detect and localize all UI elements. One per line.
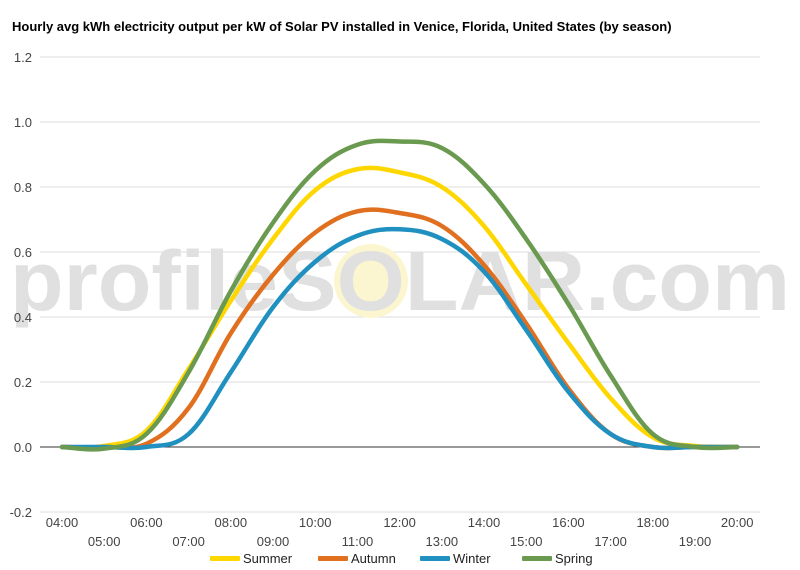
x-tick-label: 09:00	[257, 534, 290, 549]
x-tick-label: 15:00	[510, 534, 543, 549]
x-tick-label: 19:00	[679, 534, 712, 549]
x-tick-label: 20:00	[721, 515, 754, 530]
x-tick-label: 07:00	[172, 534, 205, 549]
series-line-winter	[59, 226, 740, 451]
legend-label-autumn: Autumn	[351, 551, 396, 566]
legend-label-winter: Winter	[453, 551, 491, 566]
legend-swatch-autumn	[318, 556, 348, 561]
x-tick-label: 14:00	[468, 515, 501, 530]
legend: Summer Autumn Winter Spring	[210, 551, 593, 566]
legend-swatch-spring	[522, 556, 552, 561]
legend-swatch-winter	[420, 556, 450, 561]
x-tick-label: 06:00	[130, 515, 163, 530]
x-tick-label: 18:00	[637, 515, 670, 530]
y-tick-label: 0.6	[14, 245, 32, 260]
legend-swatch-summer	[210, 556, 240, 561]
y-tick-label: 0.2	[14, 375, 32, 390]
y-tick-label: 1.2	[14, 50, 32, 65]
watermark: profileSOLAR.com	[10, 234, 790, 328]
legend-label-summer: Summer	[243, 551, 293, 566]
watermark-sun-icon	[334, 244, 408, 318]
watermark-text: profileSOLAR.com	[10, 234, 790, 328]
x-tick-label: 16:00	[552, 515, 585, 530]
y-axis-ticks: -0.2 0.0 0.2 0.4 0.6 0.8 1.0 1.2	[10, 50, 32, 520]
x-tick-label: 12:00	[383, 515, 416, 530]
x-tick-label: 08:00	[215, 515, 248, 530]
x-tick-label: 11:00	[342, 534, 374, 549]
x-tick-label: 05:00	[88, 534, 121, 549]
series-line-spring	[59, 138, 740, 452]
x-axis-ticks: 04:00 05:00 06:00 07:00 08:00 09:00 10:00 11:00…	[46, 515, 754, 549]
gridlines	[40, 56, 760, 513]
y-tick-label: 0.4	[14, 310, 32, 325]
y-tick-label: 1.0	[14, 115, 32, 130]
x-tick-label: 13:00	[426, 534, 459, 549]
x-tick-label: 04:00	[46, 515, 79, 530]
y-tick-label: 0.8	[14, 180, 32, 195]
chart-title: Hourly avg kWh electricity output per kW…	[12, 19, 672, 34]
y-tick-label: -0.2	[10, 505, 32, 520]
legend-label-spring: Spring	[555, 551, 593, 566]
x-tick-label: 10:00	[299, 515, 332, 530]
x-tick-label: 17:00	[594, 534, 627, 549]
y-tick-label: 0.0	[14, 440, 32, 455]
series-lines	[59, 138, 740, 452]
